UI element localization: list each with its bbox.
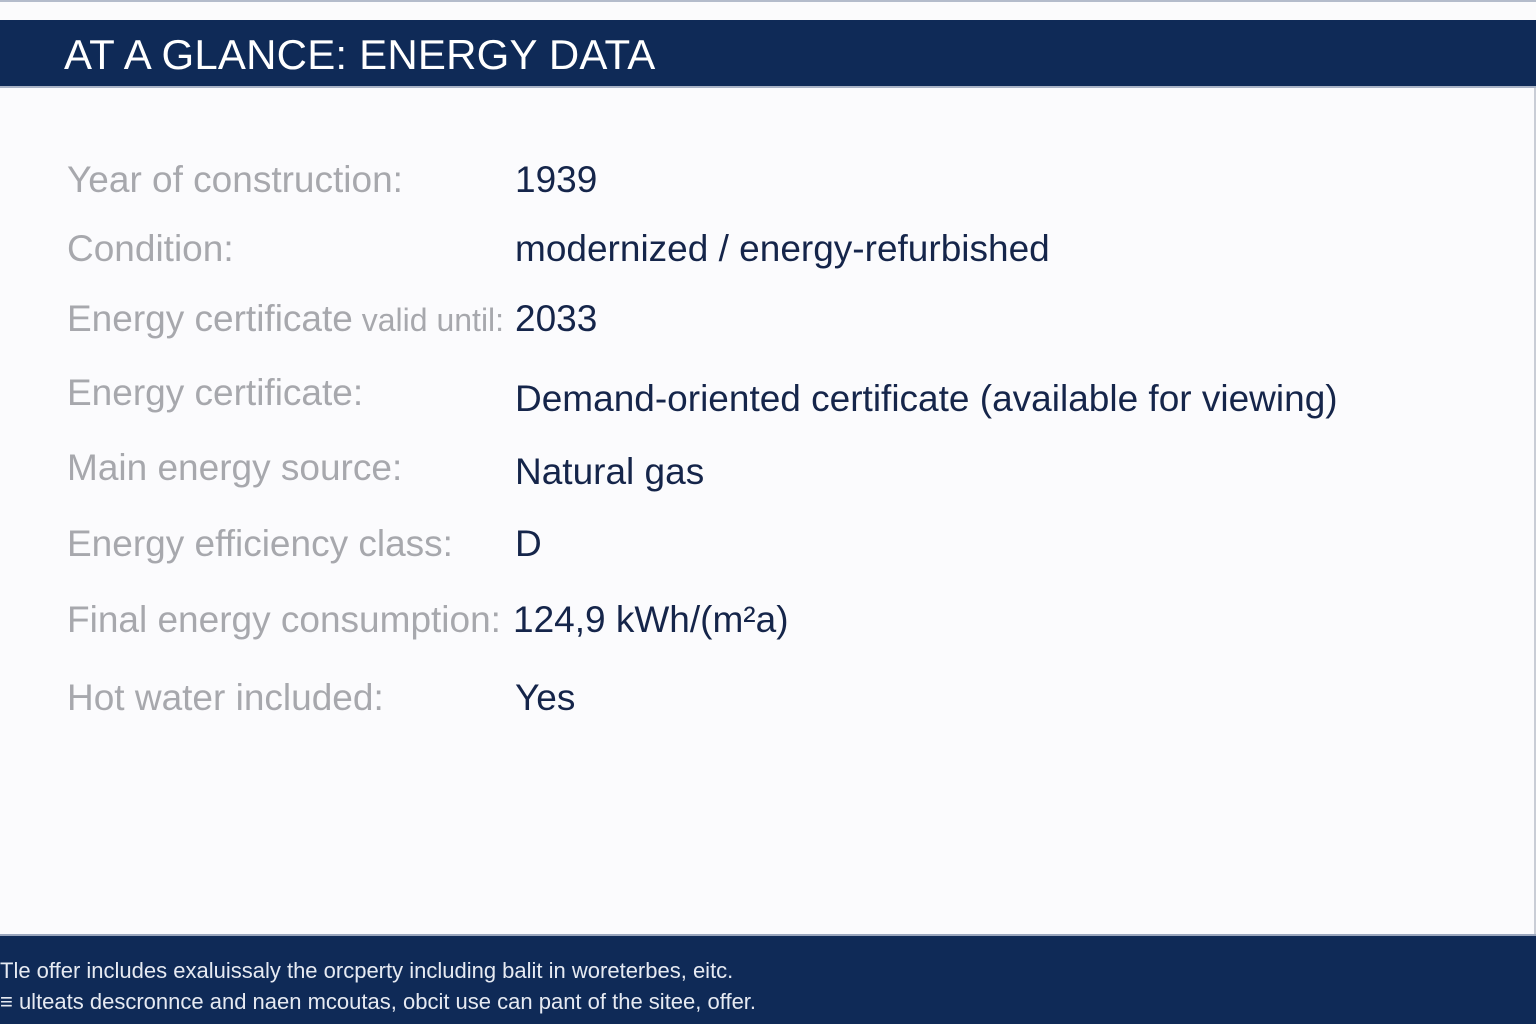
row-label: Condition: (67, 228, 234, 269)
row-label: Energy certificate (67, 298, 353, 339)
row-hot-water-included: Hot water included: Yes (0, 673, 1536, 723)
row-label: Hot water included: (67, 677, 384, 718)
row-value: Natural gas (515, 451, 705, 492)
row-energy-efficiency-class: Energy efficiency class: D (0, 519, 1536, 569)
disclaimer-footer: Tle offer includes exaluissaly the orcpe… (0, 934, 1536, 1024)
row-label: Final energy consumption: (67, 599, 501, 640)
row-final-energy-consumption: Final energy consumption: 124,9 kWh/(m²a… (0, 595, 1536, 645)
row-label: Energy certificate: (67, 372, 364, 413)
row-energy-certificate: Energy certificate: Demand-oriented cert… (0, 368, 1536, 419)
row-value: D (515, 523, 542, 564)
row-value: modernized / energy-refurbished (515, 228, 1050, 269)
row-label-wrapper: Energy certificate valid until: (67, 294, 504, 345)
section-header: AT A GLANCE: ENERGY DATA (0, 20, 1536, 88)
energy-data-panel: Year of construction: 1939 Condition: mo… (0, 88, 1536, 934)
row-value: 124,9 kWh/(m²a) (513, 599, 789, 640)
row-condition: Condition: modernized / energy-refurbish… (0, 224, 1536, 274)
row-value: Demand-oriented certificate (available f… (515, 378, 1338, 419)
row-certificate-valid-until: Energy certificate valid until: 2033 (0, 294, 1536, 344)
section-title: AT A GLANCE: ENERGY DATA (64, 31, 656, 78)
row-label: Main energy source: (67, 447, 403, 488)
row-label: Energy efficiency class: (67, 523, 453, 564)
top-strip (0, 0, 1536, 20)
row-value: 2033 (515, 298, 598, 339)
row-main-energy-source: Main energy source: Natural gas (0, 443, 1536, 493)
row-label-suffix: valid until: (352, 302, 505, 338)
row-year-of-construction: Year of construction: 1939 (0, 155, 1536, 205)
disclaimer-line-2: ≡ ulteats descronnce and naen mcoutas, o… (0, 989, 757, 1014)
row-label: Year of construction: (67, 159, 403, 200)
disclaimer-line-1: Tle offer includes exaluissaly the orcpe… (0, 958, 734, 983)
row-value: Yes (515, 677, 576, 718)
row-value: 1939 (515, 159, 598, 200)
